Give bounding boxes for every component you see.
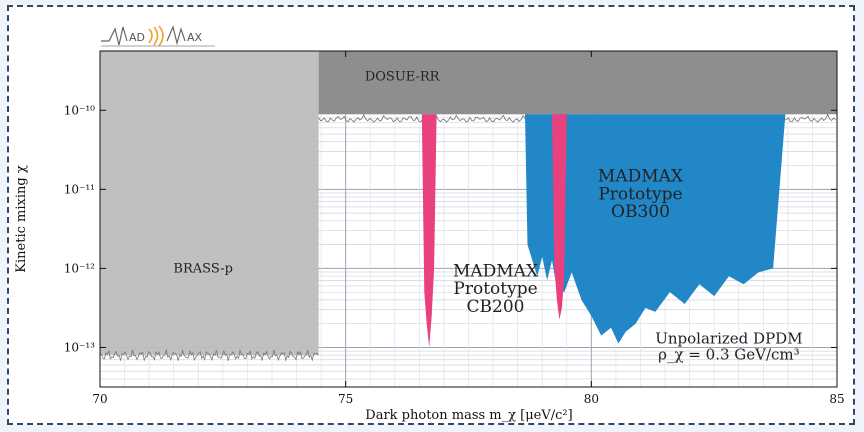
dosue-rr-region — [318, 51, 837, 115]
logo-wave-2 — [166, 25, 186, 46]
y-axis-title: Kinetic mixing χ — [14, 165, 29, 273]
brass-p-label: BRASS-p — [173, 261, 233, 276]
axis-ticks: 70 75 80 85 10⁻¹⁰ 10⁻¹¹ 10⁻¹² 10⁻¹³ — [64, 51, 845, 406]
region-labels: BRASS-p DOSUE-RR MADMAX Prototype OB300 MADMA… — [173, 69, 802, 363]
madmax-logo: AD AX — [101, 25, 215, 47]
brass-p-edge — [100, 348, 319, 362]
y-tick-label: 10⁻¹⁰ — [64, 103, 95, 117]
y-tick-label: 10⁻¹¹ — [64, 182, 95, 196]
madmax-cb200-label: MADMAX Prototype CB200 — [453, 261, 539, 317]
madmax-ob300-label: MADMAX Prototype OB300 — [598, 166, 684, 222]
dpdm-annotation: Unpolarized DPDM ρ_χ = 0.3 GeV/cm³ — [655, 330, 802, 364]
logo-text-1: AD — [129, 31, 145, 44]
madmax-cb200-region — [421, 114, 437, 348]
logo-arcs — [148, 25, 164, 47]
brass-p-region — [100, 51, 319, 356]
exclusion-regions — [100, 51, 837, 362]
plot-border — [99, 50, 838, 388]
x-tick-label: 85 — [829, 392, 844, 406]
x-tick-label: 75 — [338, 392, 353, 406]
madmax-cb200-region-2 — [552, 114, 567, 320]
x-tick-label: 80 — [584, 392, 599, 406]
dosue-rr-label: DOSUE-RR — [365, 69, 441, 84]
x-axis-title: Dark photon mass m_χ [μeV/c²] — [365, 408, 572, 423]
logo-text-2: AX — [187, 31, 203, 44]
chart: AD AX BRASS-p DOSUE-RR MADMAX Prototype OB30… — [14, 25, 845, 423]
x-tick-label: 70 — [92, 392, 107, 406]
figure-frame: AD AX BRASS-p DOSUE-RR MADMAX Prototype OB30… — [7, 5, 855, 425]
logo-wave — [101, 26, 128, 46]
y-tick-label: 10⁻¹² — [64, 261, 95, 275]
y-tick-label: 10⁻¹³ — [64, 340, 95, 354]
madmax-ob300-region — [525, 114, 786, 344]
